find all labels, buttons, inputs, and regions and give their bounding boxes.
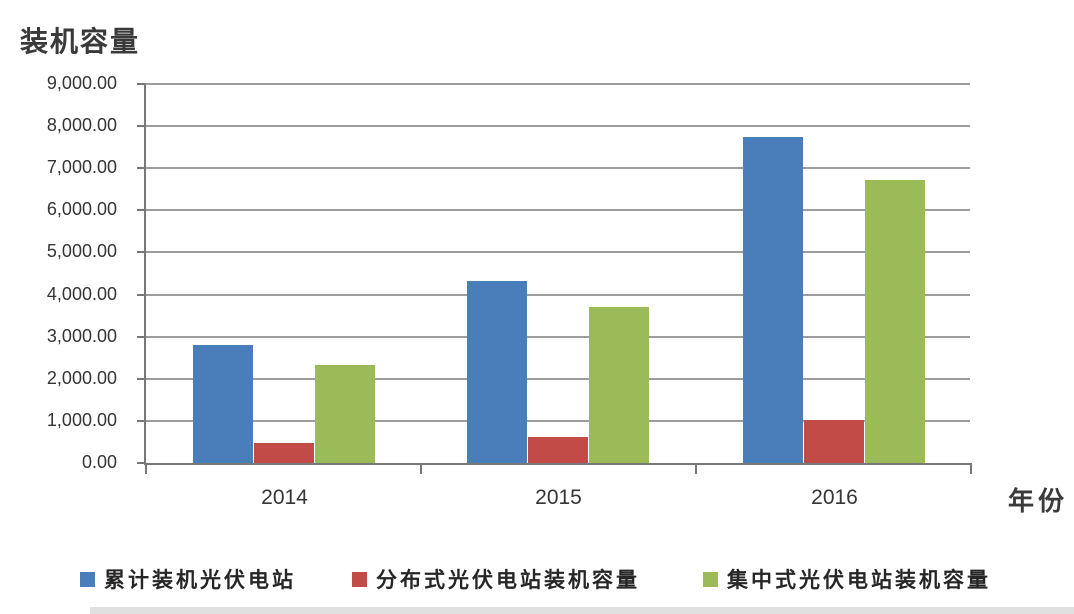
bar-centralized-2014 xyxy=(315,364,375,463)
gridline xyxy=(145,293,970,296)
x-axis-title: 年份 xyxy=(1008,486,1069,516)
y-axis-tick xyxy=(137,293,145,296)
bar-distributed-2014 xyxy=(254,443,314,463)
y-axis-tick xyxy=(137,209,145,212)
bar-cumulative-2015 xyxy=(467,281,527,463)
y-axis-title: 装机容量 xyxy=(20,26,141,57)
y-tick-label: 8,000.00 xyxy=(46,115,117,136)
y-axis-tick xyxy=(137,125,145,128)
bar-centralized-2015 xyxy=(589,306,649,463)
gridline xyxy=(145,335,970,338)
y-axis-tick xyxy=(137,167,145,170)
bar-distributed-2016 xyxy=(804,419,864,463)
y-tick-label: 2,000.00 xyxy=(46,367,117,388)
x-axis-tick xyxy=(970,465,972,474)
bar-cumulative-2014 xyxy=(193,344,253,463)
y-tick-label: 3,000.00 xyxy=(46,325,117,346)
y-tick-label: 1,000.00 xyxy=(46,409,117,430)
y-tick-label: 7,000.00 xyxy=(46,157,117,178)
gridline xyxy=(145,209,970,212)
x-tick-label: 2014 xyxy=(261,486,308,509)
y-axis-tick xyxy=(137,251,145,254)
gridline xyxy=(145,251,970,254)
y-axis-tick xyxy=(137,335,145,338)
bar-cumulative-2016 xyxy=(743,136,803,463)
y-axis-tick xyxy=(137,419,145,422)
y-tick-label: 0.00 xyxy=(81,452,117,472)
y-axis-tick xyxy=(137,83,145,85)
y-tick-label: 5,000.00 xyxy=(46,241,117,262)
x-axis-line xyxy=(144,463,972,465)
bar-centralized-2016 xyxy=(865,180,925,463)
gridline xyxy=(145,167,970,170)
y-axis-line xyxy=(144,84,146,465)
gridline xyxy=(145,377,970,380)
bar-distributed-2015 xyxy=(528,437,588,463)
y-axis-tick xyxy=(137,377,145,380)
y-axis-tick xyxy=(137,462,145,464)
x-axis-tick xyxy=(145,465,147,474)
gridline xyxy=(145,419,970,422)
gridline xyxy=(145,83,970,85)
gridline xyxy=(145,125,970,128)
x-axis-tick xyxy=(420,465,422,474)
x-tick-label: 2015 xyxy=(535,486,582,509)
y-tick-label: 4,000.00 xyxy=(46,283,117,304)
x-tick-label: 2016 xyxy=(811,486,858,509)
x-axis-tick xyxy=(695,465,697,474)
bottom-strip xyxy=(90,607,1074,614)
y-tick-label: 6,000.00 xyxy=(46,199,117,220)
y-tick-label: 9,000.00 xyxy=(46,73,117,93)
